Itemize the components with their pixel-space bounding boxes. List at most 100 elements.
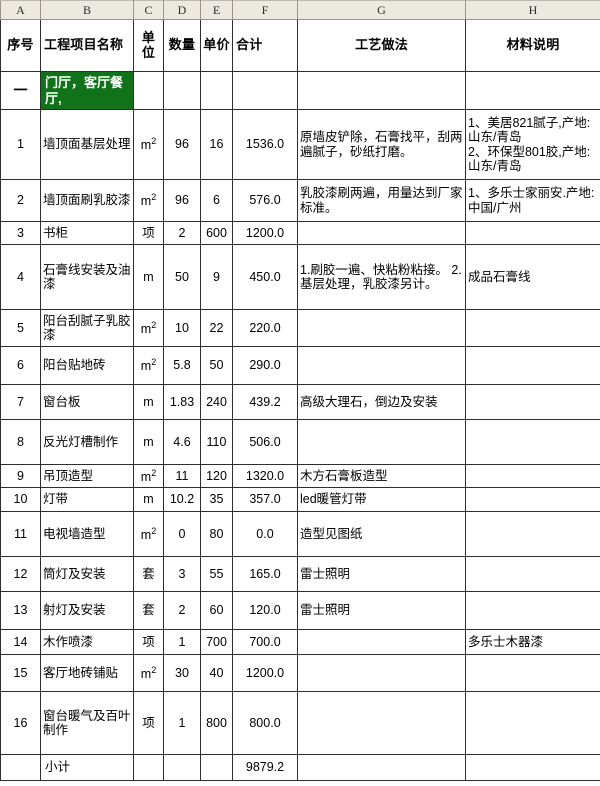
row-sequence[interactable]: 1 xyxy=(0,109,41,180)
row-sequence[interactable]: 8 xyxy=(0,419,41,465)
subtotal-qty-cell[interactable] xyxy=(163,754,201,781)
row-material[interactable] xyxy=(465,346,600,385)
section-unit-cell[interactable] xyxy=(133,71,164,110)
row-unit[interactable]: m xyxy=(133,244,164,310)
row-quantity[interactable]: 1 xyxy=(163,691,201,755)
row-item-name[interactable]: 窗台暖气及百叶制作 xyxy=(40,691,134,755)
row-material[interactable] xyxy=(465,591,600,630)
subtotal-unit-cell[interactable] xyxy=(133,754,164,781)
row-unit[interactable]: 套 xyxy=(133,591,164,630)
row-method[interactable]: 造型见图纸 xyxy=(297,511,466,557)
row-unit-price[interactable]: 35 xyxy=(200,487,233,512)
column-header-f[interactable]: F xyxy=(232,0,298,20)
column-header-c[interactable]: C xyxy=(133,0,164,20)
row-material[interactable] xyxy=(465,691,600,755)
row-unit-price[interactable]: 60 xyxy=(200,591,233,630)
row-method[interactable] xyxy=(297,691,466,755)
row-quantity[interactable]: 5.8 xyxy=(163,346,201,385)
row-material[interactable]: 1、美居821腻子,产地:山东/青岛 2、环保型801胶,产地:山东/青岛 xyxy=(465,109,600,180)
row-quantity[interactable]: 1.83 xyxy=(163,384,201,420)
row-unit-price[interactable]: 9 xyxy=(200,244,233,310)
row-method[interactable]: 乳胶漆刷两遍，用量达到厂家标准。 xyxy=(297,179,466,222)
row-sequence[interactable]: 14 xyxy=(0,629,41,655)
row-quantity[interactable]: 0 xyxy=(163,511,201,557)
column-header-b[interactable]: B xyxy=(40,0,134,20)
row-unit-price[interactable]: 700 xyxy=(200,629,233,655)
row-sequence[interactable]: 12 xyxy=(0,556,41,592)
row-unit[interactable]: m xyxy=(133,419,164,465)
row-unit-price[interactable]: 80 xyxy=(200,511,233,557)
row-unit[interactable]: 项 xyxy=(133,221,164,245)
row-item-name[interactable]: 墙顶面刷乳胶漆 xyxy=(40,179,134,222)
row-item-name[interactable]: 射灯及安装 xyxy=(40,591,134,630)
row-unit[interactable]: m xyxy=(133,384,164,420)
row-sequence[interactable]: 6 xyxy=(0,346,41,385)
row-unit-price[interactable]: 16 xyxy=(200,109,233,180)
row-item-name[interactable]: 阳台刮腻子乳胶漆 xyxy=(40,309,134,347)
row-quantity[interactable]: 3 xyxy=(163,556,201,592)
row-quantity[interactable]: 4.6 xyxy=(163,419,201,465)
row-total[interactable]: 1536.0 xyxy=(232,109,298,180)
row-sequence[interactable]: 15 xyxy=(0,654,41,692)
row-unit[interactable]: m2 xyxy=(133,464,164,488)
row-item-name[interactable]: 窗台板 xyxy=(40,384,134,420)
row-material[interactable] xyxy=(465,309,600,347)
row-sequence[interactable]: 13 xyxy=(0,591,41,630)
row-material[interactable] xyxy=(465,487,600,512)
row-unit[interactable]: m2 xyxy=(133,346,164,385)
row-material[interactable]: 成品石膏线 xyxy=(465,244,600,310)
row-quantity[interactable]: 50 xyxy=(163,244,201,310)
row-unit[interactable]: 套 xyxy=(133,556,164,592)
row-total[interactable]: 800.0 xyxy=(232,691,298,755)
row-unit-price[interactable]: 240 xyxy=(200,384,233,420)
row-unit[interactable]: m2 xyxy=(133,654,164,692)
section-price-cell[interactable] xyxy=(200,71,233,110)
column-header-d[interactable]: D xyxy=(163,0,201,20)
row-quantity[interactable]: 30 xyxy=(163,654,201,692)
row-item-name[interactable]: 电视墙造型 xyxy=(40,511,134,557)
row-item-name[interactable]: 木作喷漆 xyxy=(40,629,134,655)
row-material[interactable] xyxy=(465,221,600,245)
row-sequence[interactable]: 7 xyxy=(0,384,41,420)
subtotal-method-cell[interactable] xyxy=(297,754,466,781)
section-qty-cell[interactable] xyxy=(163,71,201,110)
row-quantity[interactable]: 10.2 xyxy=(163,487,201,512)
row-material[interactable]: 多乐士木器漆 xyxy=(465,629,600,655)
row-item-name[interactable]: 灯带 xyxy=(40,487,134,512)
row-item-name[interactable]: 阳台贴地砖 xyxy=(40,346,134,385)
row-sequence[interactable]: 3 xyxy=(0,221,41,245)
row-method[interactable]: 1.刷胶一遍、快粘粉粘接。 2.基层处理，乳胶漆另计。 xyxy=(297,244,466,310)
row-unit-price[interactable]: 120 xyxy=(200,464,233,488)
row-method[interactable] xyxy=(297,419,466,465)
row-quantity[interactable]: 1 xyxy=(163,629,201,655)
row-quantity[interactable]: 96 xyxy=(163,109,201,180)
row-unit[interactable]: m2 xyxy=(133,179,164,222)
row-material[interactable] xyxy=(465,464,600,488)
column-header-a[interactable]: A xyxy=(0,0,41,20)
row-item-name[interactable]: 反光灯槽制作 xyxy=(40,419,134,465)
row-sequence[interactable]: 16 xyxy=(0,691,41,755)
row-item-name[interactable]: 吊顶造型 xyxy=(40,464,134,488)
column-header-e[interactable]: E xyxy=(200,0,233,20)
row-sequence[interactable]: 2 xyxy=(0,179,41,222)
row-quantity[interactable]: 96 xyxy=(163,179,201,222)
section-total-cell[interactable] xyxy=(232,71,298,110)
row-quantity[interactable]: 2 xyxy=(163,221,201,245)
row-item-name[interactable]: 墙顶面基层处理 xyxy=(40,109,134,180)
row-item-name[interactable]: 石膏线安装及油漆 xyxy=(40,244,134,310)
section-material-cell[interactable] xyxy=(465,71,600,110)
row-item-name[interactable]: 筒灯及安装 xyxy=(40,556,134,592)
row-unit-price[interactable]: 110 xyxy=(200,419,233,465)
column-header-g[interactable]: G xyxy=(297,0,466,20)
row-method[interactable] xyxy=(297,654,466,692)
row-total[interactable]: 506.0 xyxy=(232,419,298,465)
row-total[interactable]: 220.0 xyxy=(232,309,298,347)
row-total[interactable]: 1200.0 xyxy=(232,654,298,692)
row-total[interactable]: 450.0 xyxy=(232,244,298,310)
row-method[interactable] xyxy=(297,309,466,347)
row-quantity[interactable]: 10 xyxy=(163,309,201,347)
row-quantity[interactable]: 2 xyxy=(163,591,201,630)
row-method[interactable]: 雷士照明 xyxy=(297,556,466,592)
subtotal-seq-cell[interactable] xyxy=(0,754,41,781)
row-total[interactable]: 120.0 xyxy=(232,591,298,630)
